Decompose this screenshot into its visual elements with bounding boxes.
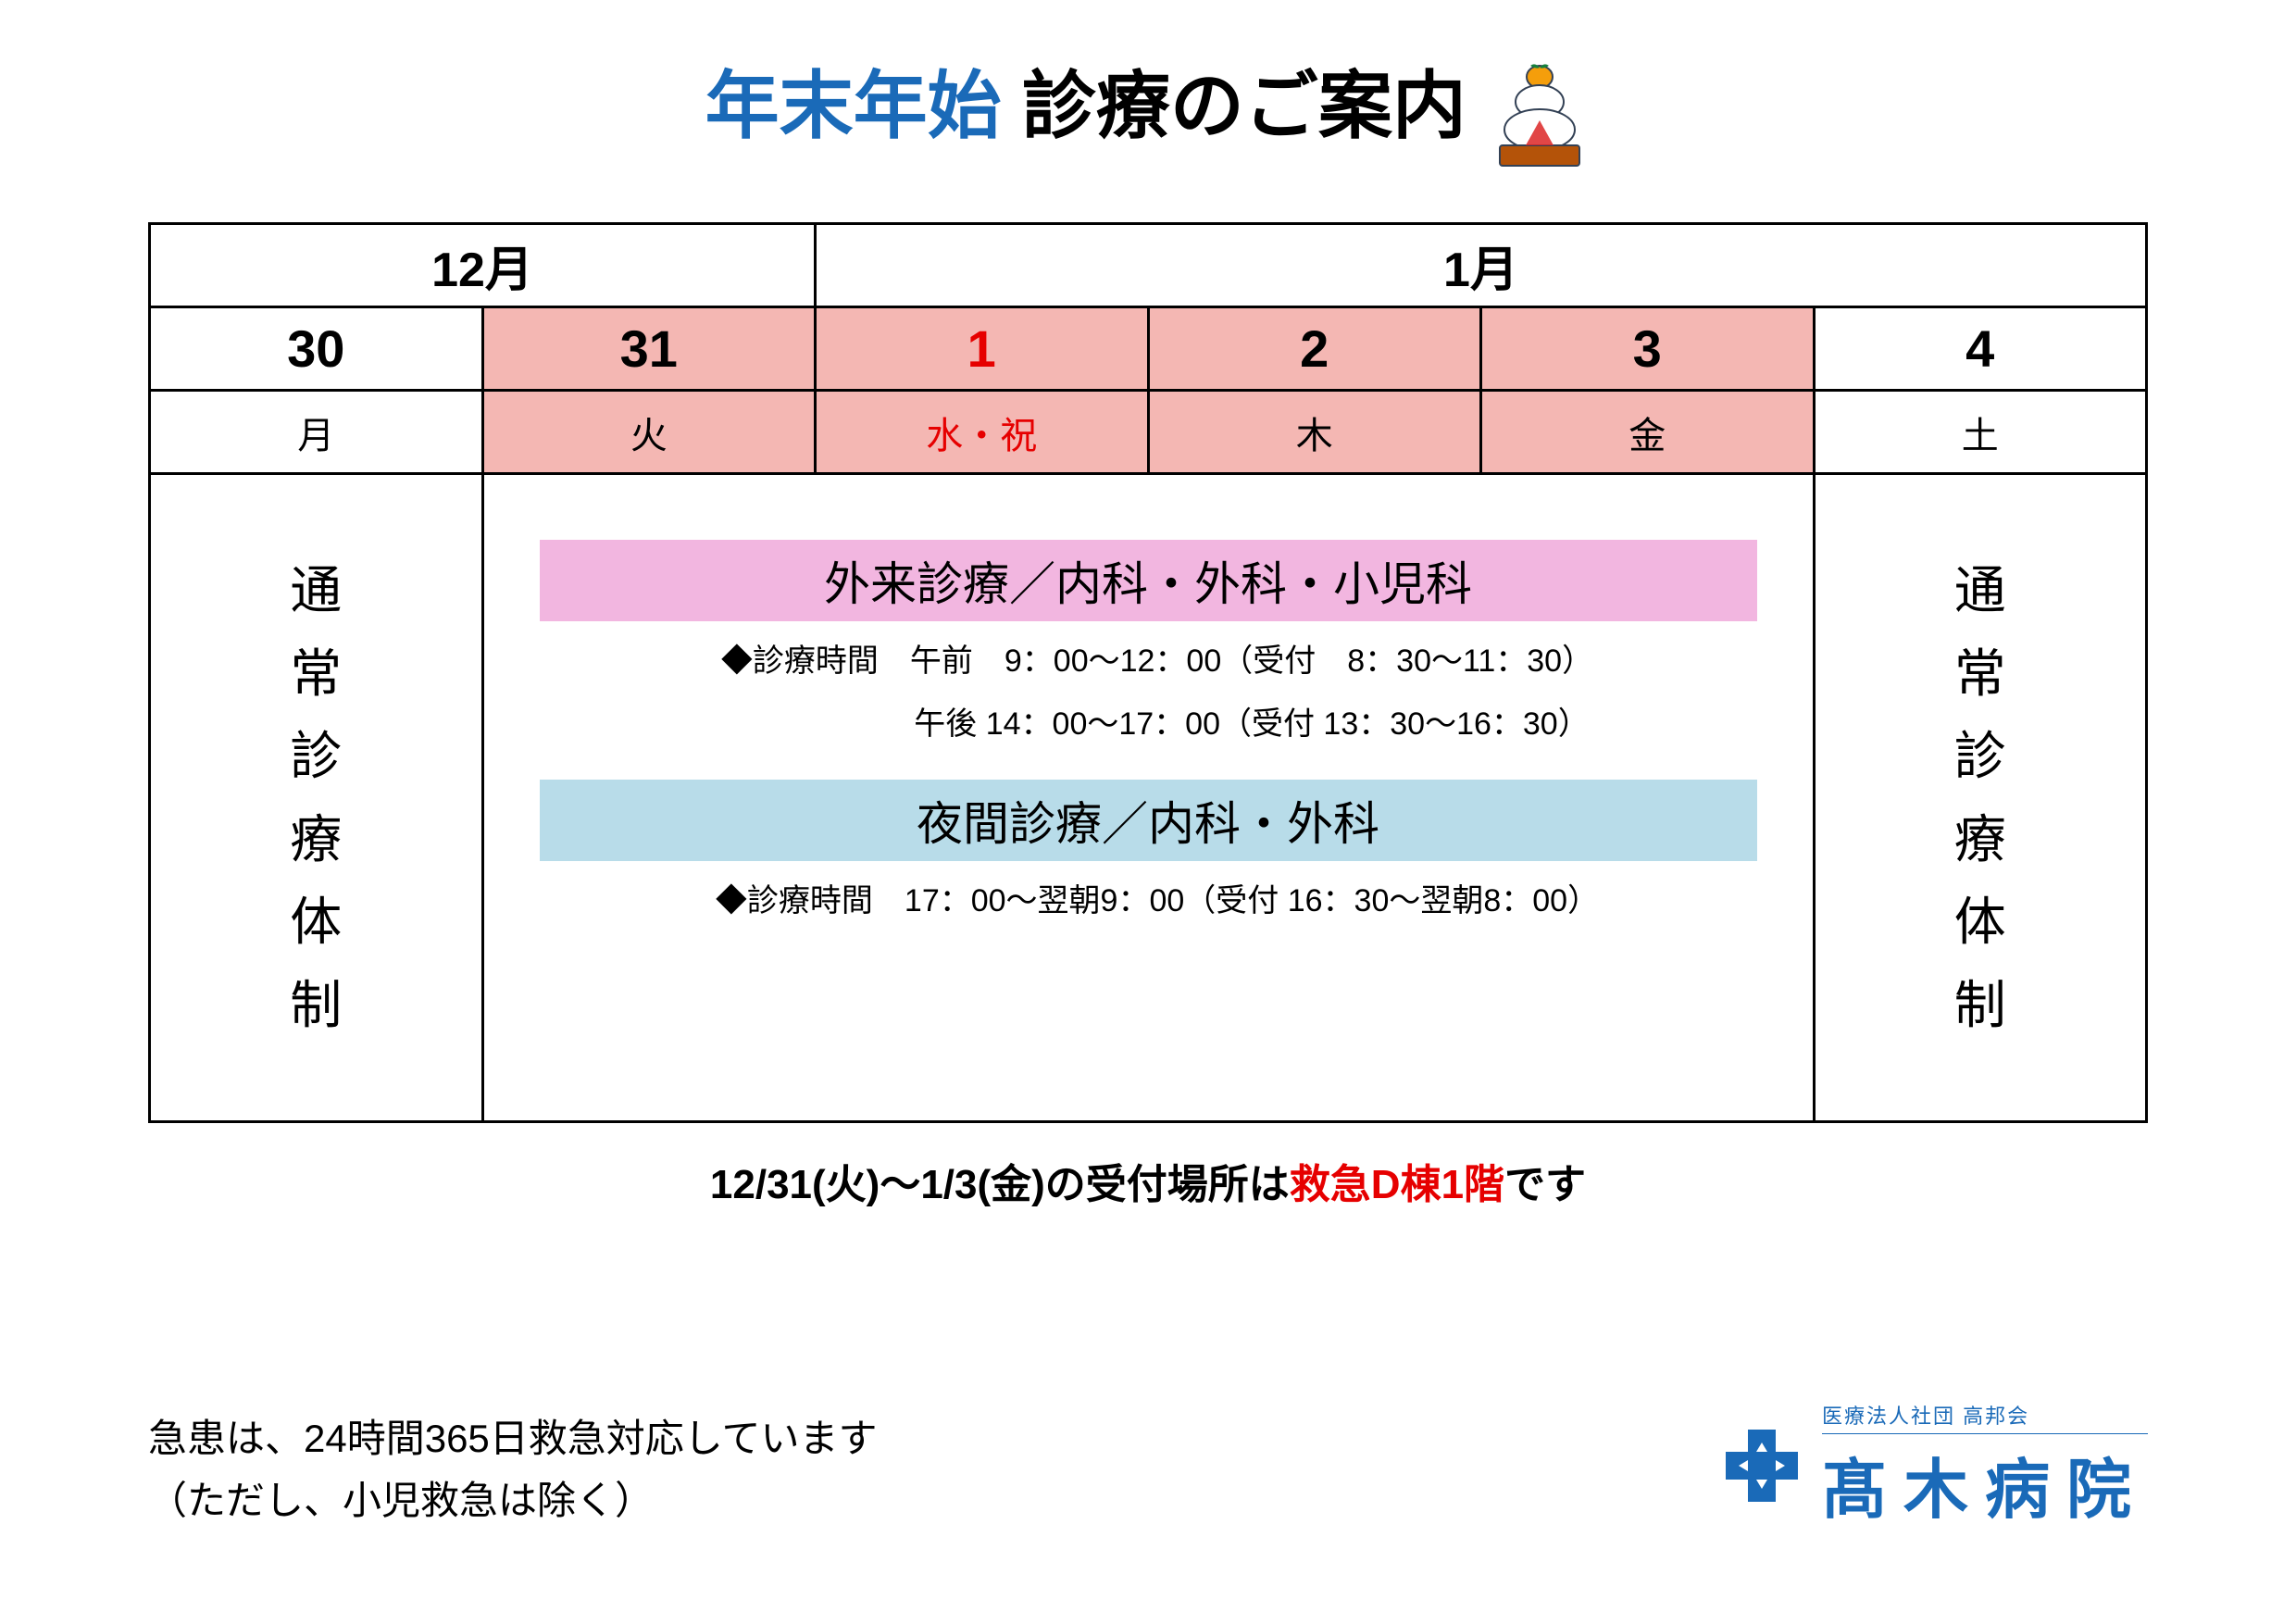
footer: 急患は、24時間365日救急対応しています （ただし、小児救急は除く） <box>148 1400 2148 1531</box>
outpatient-header: 外来診療／内科・外科・小児科 <box>540 540 1757 621</box>
date-cell: 3 <box>1481 307 1815 391</box>
dow-cell-holiday: 水・祝 <box>816 391 1149 474</box>
date-cell: 2 <box>1148 307 1481 391</box>
location-highlight: 救急D棟1階 <box>1290 1162 1504 1207</box>
date-row: 30 31 1 2 3 4 <box>150 307 2147 391</box>
normal-label-left: 通常診療体制 <box>152 549 480 1047</box>
night-hours-1: ◆診療時間 17：00～翌朝9：00（受付 16：30～翌朝8：00） <box>558 875 1757 929</box>
month-jan: 1月 <box>816 224 2147 307</box>
dow-cell: 木 <box>1148 391 1481 474</box>
dow-row: 月 火 水・祝 木 金 土 <box>150 391 2147 474</box>
dow-cell: 金 <box>1481 391 1815 474</box>
date-cell: 4 <box>1814 307 2147 391</box>
emergency-note: 急患は、24時間365日救急対応しています （ただし、小児救急は除く） <box>148 1407 878 1531</box>
cross-icon <box>1720 1424 1803 1507</box>
month-dec: 12月 <box>150 224 816 307</box>
dow-cell: 月 <box>150 391 483 474</box>
dow-cell: 土 <box>1814 391 2147 474</box>
dow-cell: 火 <box>482 391 816 474</box>
emergency-line-1: 急患は、24時間365日救急対応しています <box>148 1407 878 1469</box>
outpatient-hours-1: ◆診療時間 午前 9：00～12：00（受付 8：30～11：30） <box>558 635 1757 689</box>
schedule-table: 12月 1月 30 31 1 2 3 4 月 火 水・祝 木 金 土 通常診療体… <box>148 222 2148 1123</box>
title-accent: 年末年始 <box>705 65 1002 147</box>
normal-schedule-left: 通常診療体制 <box>150 474 483 1122</box>
title-rest: 診療のご案内 <box>1002 65 1466 147</box>
normal-schedule-right: 通常診療体制 <box>1814 474 2147 1122</box>
outpatient-hours-2: 午後 14：00～17：00（受付 13：30～16：30） <box>558 698 1757 752</box>
kagami-mochi-icon <box>1489 60 1591 176</box>
night-header: 夜間診療／内科・外科 <box>540 780 1757 861</box>
location-suffix: です <box>1504 1162 1586 1207</box>
normal-label-right: 通常診療体制 <box>1816 549 2145 1047</box>
date-cell: 30 <box>150 307 483 391</box>
body-row: 通常診療体制 外来診療／内科・外科・小児科 ◆診療時間 午前 9：00～12：0… <box>150 474 2147 1122</box>
date-cell: 31 <box>482 307 816 391</box>
location-note: 12/31(火)～1/3(金)の受付場所は救急D棟1階です <box>148 1151 2148 1210</box>
holiday-schedule-cell: 外来診療／内科・外科・小児科 ◆診療時間 午前 9：00～12：00（受付 8：… <box>482 474 1814 1122</box>
location-prefix: 12/31(火)～1/3(金)の受付場所は <box>710 1162 1290 1207</box>
hospital-name: 髙木病院 <box>1822 1438 2148 1531</box>
emergency-line-2: （ただし、小児救急は除く） <box>148 1469 878 1531</box>
page-title: 年末年始 診療のご案内 <box>148 46 2148 185</box>
hospital-org: 医療法人社団 高邦会 <box>1822 1400 2148 1434</box>
date-cell-holiday: 1 <box>816 307 1149 391</box>
hospital-logo: 医療法人社団 高邦会 髙木病院 <box>1720 1400 2148 1531</box>
month-row: 12月 1月 <box>150 224 2147 307</box>
